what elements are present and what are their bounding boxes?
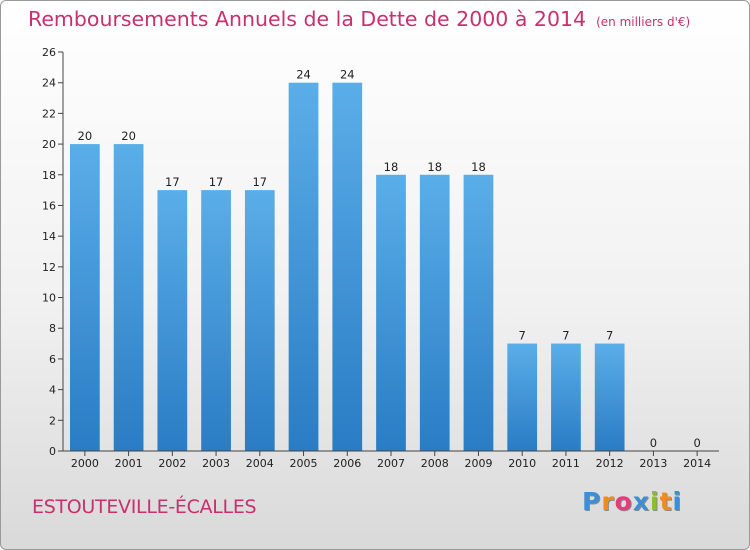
bar-2003: [201, 190, 231, 451]
x-tick-label-2004: 2004: [246, 457, 274, 470]
commune-name: ESTOUTEVILLE-ÉCALLES: [32, 496, 257, 518]
data-label-2009: 18: [471, 160, 486, 174]
bar-2007: [376, 174, 406, 451]
bar-2000: [69, 144, 100, 452]
bar-2008: [419, 174, 450, 451]
title-block: Remboursements Annuels de la Dette de 20…: [28, 7, 690, 31]
data-label-2006: 24: [340, 68, 355, 82]
data-label-2010: 7: [519, 329, 526, 343]
x-tick-label-2009: 2009: [464, 457, 492, 470]
y-tick-label: 10: [42, 292, 56, 305]
x-tick-label-2008: 2008: [421, 457, 449, 470]
y-tick-label: 12: [42, 261, 56, 274]
data-label-2011: 7: [562, 329, 569, 343]
bar-2010: [507, 343, 538, 451]
y-tick-label: 16: [42, 199, 56, 212]
proxiti-logo: Proxiti: [582, 487, 682, 516]
bar-2012: [594, 343, 625, 451]
y-tick-label: 14: [42, 230, 56, 243]
bar-2006: [332, 82, 363, 451]
x-tick-label-2006: 2006: [333, 457, 361, 470]
logo-letter: P: [582, 487, 602, 516]
bar-2011: [551, 343, 581, 451]
logo-letter: x: [632, 487, 650, 516]
y-tick-label: 8: [49, 322, 56, 335]
data-label-2008: 18: [427, 160, 442, 174]
x-tick-label-2005: 2005: [290, 457, 318, 470]
data-label-2000: 20: [78, 129, 93, 143]
chart-title: Remboursements Annuels de la Dette de 20…: [28, 7, 587, 31]
chart-unit-note: (en milliers d'€): [596, 15, 691, 29]
logo-letter: o: [614, 487, 633, 516]
x-tick-label-2014: 2014: [683, 457, 711, 470]
y-tick-label: 26: [42, 46, 56, 59]
logo-letter: i: [672, 487, 683, 516]
y-tick-label: 0: [49, 445, 56, 458]
y-tick-label: 20: [42, 138, 56, 151]
y-tick-label: 18: [42, 169, 56, 182]
data-label-2004: 17: [252, 175, 267, 189]
data-label-2014: 0: [693, 436, 700, 450]
data-label-2013: 0: [650, 436, 657, 450]
logo-letter: r: [601, 487, 615, 516]
data-label-2001: 20: [121, 129, 136, 143]
bar-2001: [113, 144, 144, 452]
data-label-2012: 7: [606, 329, 613, 343]
x-tick-label-2007: 2007: [377, 457, 405, 470]
y-tick-label: 24: [42, 77, 56, 90]
x-axis: 2000 2001 2002 2003 2004 2005 2006 2007 2008 2009…: [63, 450, 719, 470]
x-tick-label-2013: 2013: [639, 457, 667, 470]
y-tick-label: 2: [49, 414, 56, 427]
data-label-2002: 17: [165, 175, 180, 189]
x-tick-label-2001: 2001: [115, 457, 143, 470]
y-tick-label: 22: [42, 107, 56, 120]
data-label-2003: 17: [209, 175, 224, 189]
x-tick-label-2010: 2010: [508, 457, 536, 470]
x-tick-label-2003: 2003: [202, 457, 230, 470]
y-tick-label: 6: [49, 353, 56, 366]
data-label-2005: 24: [296, 68, 311, 82]
bar-2004: [244, 190, 275, 451]
x-tick-label-2002: 2002: [158, 457, 186, 470]
logo-letter: t: [659, 487, 673, 516]
bar-2009: [463, 174, 494, 451]
bar-2002: [157, 190, 188, 451]
data-label-2007: 18: [384, 160, 399, 174]
x-tick-label-2012: 2012: [596, 457, 624, 470]
y-tick-label: 4: [49, 384, 56, 397]
logo-letter: i: [650, 487, 660, 516]
x-tick-label-2000: 2000: [71, 457, 99, 470]
x-tick-label-2011: 2011: [552, 457, 580, 470]
bar-2005: [288, 82, 319, 451]
bars: 20 20 17 17 17 24 24 18 18 18 7 7 7 0 0: [69, 68, 701, 452]
